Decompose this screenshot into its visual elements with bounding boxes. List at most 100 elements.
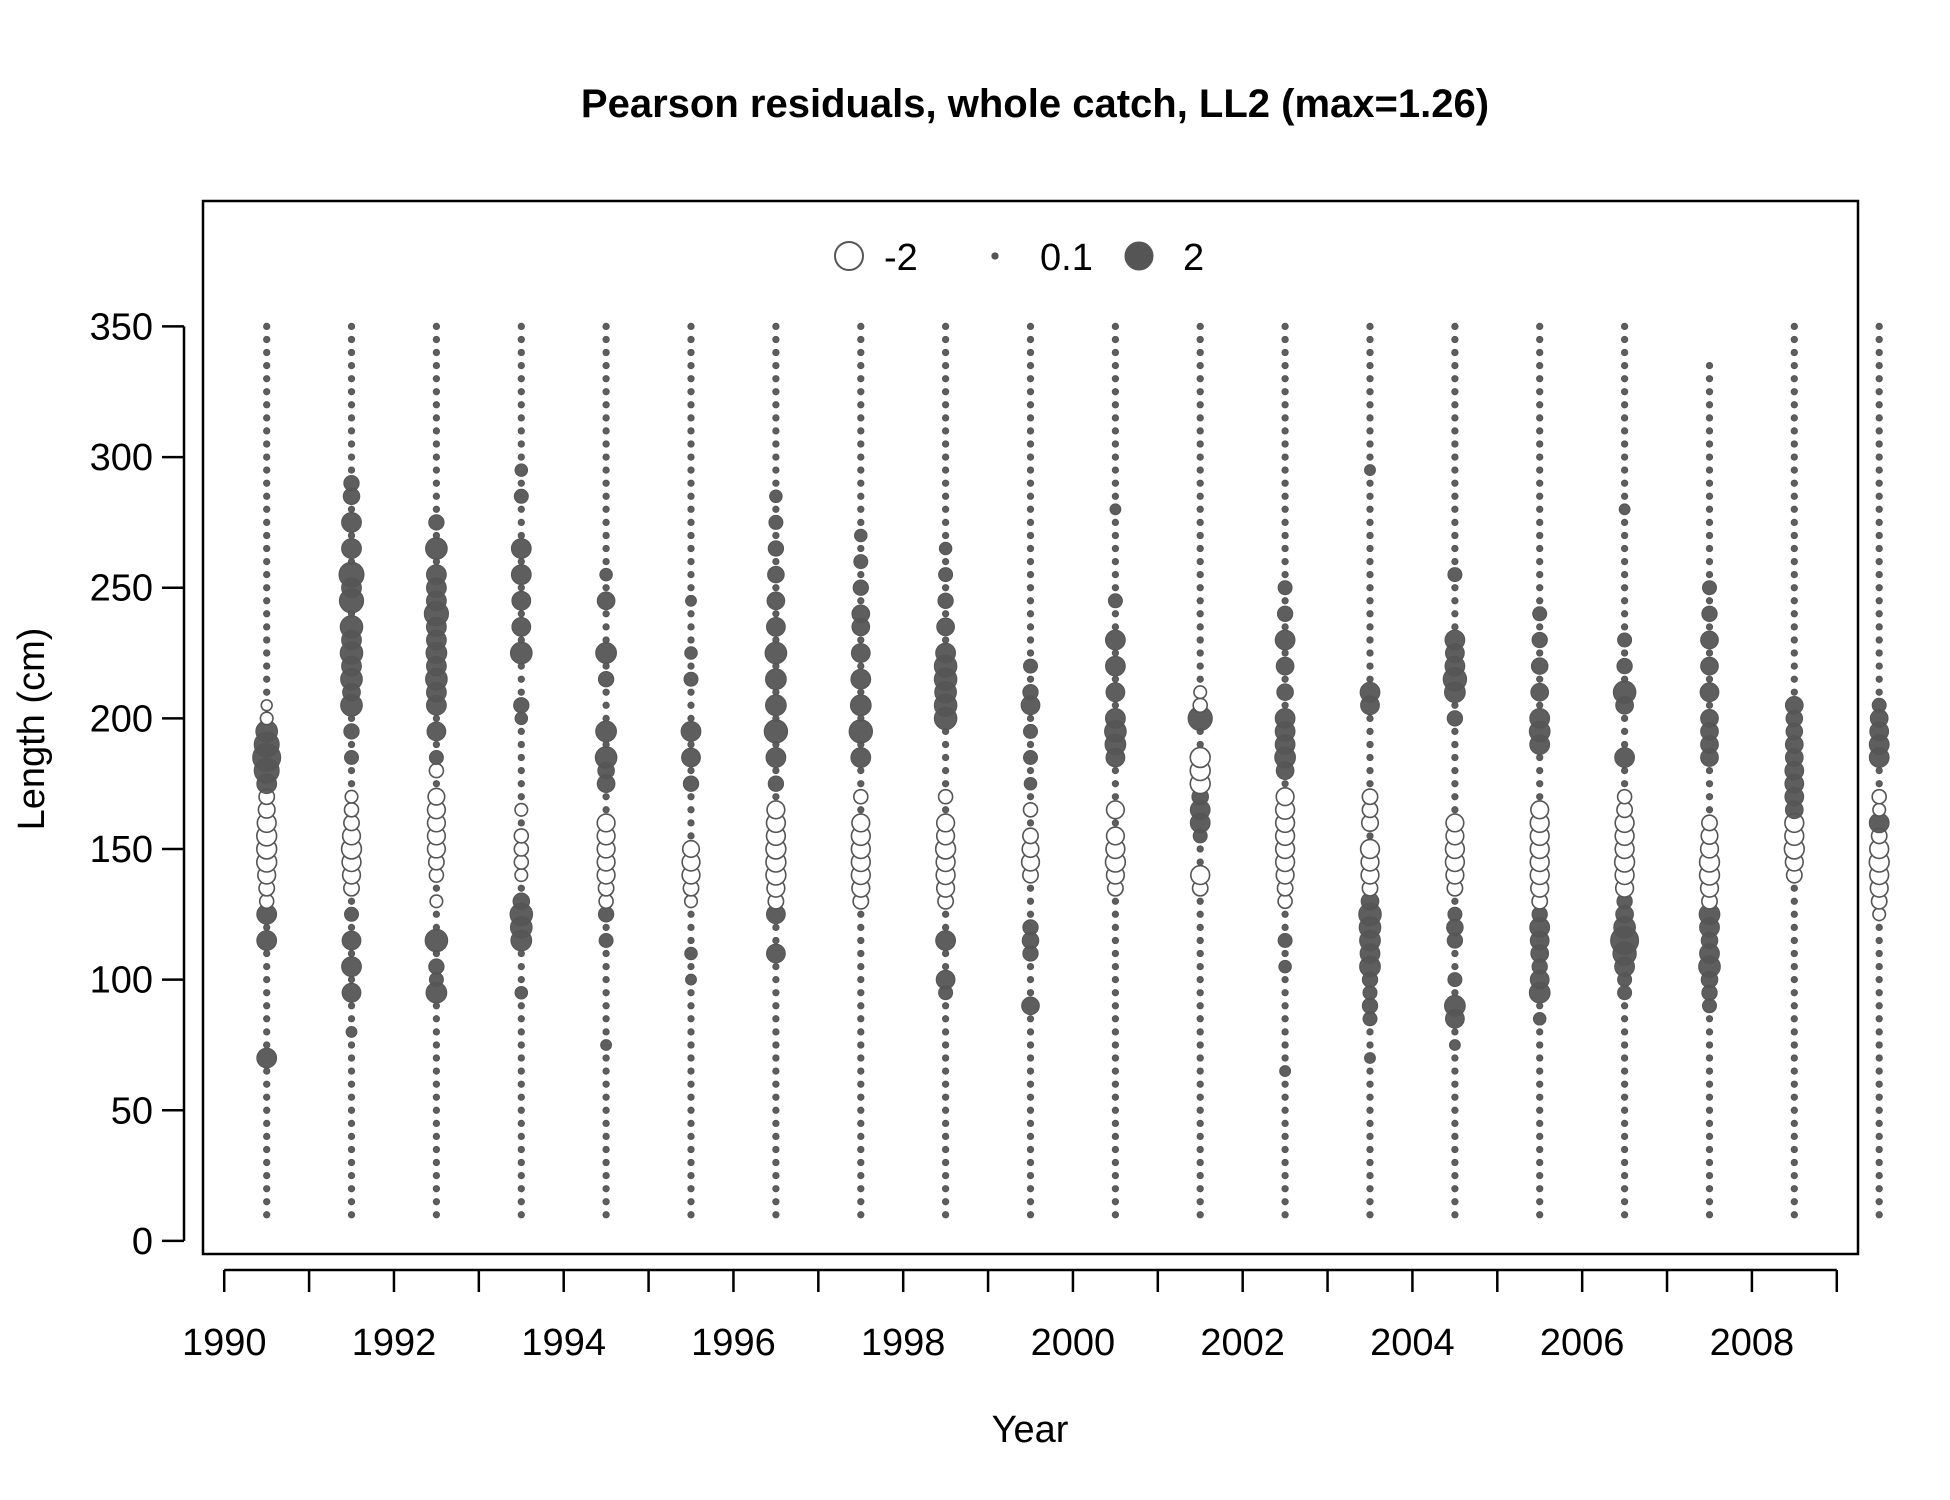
residual-bubble	[1875, 584, 1883, 592]
residual-bubble	[1196, 989, 1204, 997]
residual-bubble	[1536, 388, 1544, 396]
residual-bubble	[344, 789, 359, 804]
residual-bubble	[1026, 479, 1035, 487]
residual-bubble	[432, 388, 441, 396]
residual-bubble	[687, 466, 695, 474]
residual-bubble	[1446, 710, 1464, 727]
residual-bubble	[1790, 479, 1798, 487]
residual-bubble	[1875, 1185, 1883, 1193]
residual-bubble	[1366, 453, 1374, 461]
residual-bubble	[1536, 584, 1544, 592]
residual-bubble	[1451, 1067, 1459, 1075]
x-tick-label: 2002	[1200, 1322, 1285, 1364]
residual-bubble	[1026, 401, 1035, 409]
residual-bubble	[347, 348, 356, 357]
residual-bubble	[1620, 335, 1629, 344]
residual-bubble	[687, 570, 695, 579]
residual-bubble	[428, 958, 445, 975]
residual-bubble	[1196, 1093, 1204, 1101]
residual-bubble	[1620, 1093, 1629, 1101]
residual-bubble	[347, 1054, 356, 1062]
residual-bubble	[681, 747, 701, 768]
x-tick-label: 2000	[1031, 1322, 1116, 1364]
residual-bubble	[687, 701, 695, 709]
residual-bubble	[1281, 544, 1289, 553]
residual-bubble	[1875, 1132, 1883, 1141]
residual-bubble	[1705, 1158, 1714, 1167]
residual-bubble	[432, 427, 441, 435]
residual-bubble	[1026, 492, 1035, 500]
residual-bubble	[432, 1211, 441, 1219]
residual-bubble	[602, 975, 610, 984]
residual-bubble	[1530, 682, 1550, 702]
residual-bubble	[517, 1171, 525, 1180]
residual-bubble	[1790, 531, 1798, 540]
residual-bubble	[347, 466, 356, 474]
residual-bubble	[857, 1054, 865, 1062]
residual-bubble	[1111, 453, 1120, 461]
residual-bubble	[1536, 753, 1544, 762]
residual-bubble	[1361, 997, 1379, 1014]
residual-bubble	[857, 1145, 865, 1154]
residual-bubble	[1451, 505, 1459, 513]
residual-bubble	[1705, 1132, 1714, 1141]
residual-bubble	[512, 892, 531, 911]
residual-bubble	[1359, 681, 1381, 703]
residual-bubble	[1875, 662, 1883, 670]
residual-bubble	[1620, 388, 1629, 396]
residual-bubble	[772, 923, 780, 932]
residual-bubble	[517, 610, 525, 618]
residual-bubble	[428, 750, 444, 765]
residual-bubble	[1790, 936, 1798, 945]
residual-bubble	[1620, 1067, 1629, 1075]
residual-bubble	[772, 1171, 780, 1180]
residual-bubble	[1281, 388, 1289, 396]
residual-bubble	[602, 793, 610, 801]
residual-bubble	[432, 492, 441, 500]
residual-bubble	[1875, 1054, 1883, 1062]
residual-bubble	[1875, 479, 1883, 487]
residual-bubble	[1536, 1145, 1544, 1154]
residual-bubble	[432, 348, 441, 357]
residual-bubble	[1023, 750, 1038, 765]
residual-bubble	[347, 766, 356, 775]
residual-bubble	[857, 375, 865, 383]
residual-bubble	[517, 427, 525, 435]
residual-bubble	[1617, 985, 1633, 1001]
residual-bubble	[1620, 1145, 1629, 1154]
residual-bubble	[687, 492, 695, 500]
residual-bubble	[687, 322, 695, 331]
residual-bubble	[687, 335, 695, 344]
residual-bubble	[432, 1185, 441, 1193]
residual-bubble	[772, 610, 780, 618]
residual-bubble	[602, 401, 610, 409]
residual-bubble	[1451, 1198, 1459, 1206]
residual-bubble	[263, 388, 271, 396]
residual-bubble	[1536, 1106, 1544, 1114]
residual-bubble	[517, 1185, 525, 1193]
residual-bubble	[1111, 440, 1120, 448]
residual-bubble	[1451, 544, 1459, 553]
residual-bubble	[1536, 322, 1544, 331]
residual-bubble	[1529, 708, 1551, 729]
residual-bubble	[1111, 1185, 1120, 1193]
residual-bubble	[857, 348, 865, 357]
residual-bubble	[432, 401, 441, 409]
residual-bubble	[1620, 322, 1629, 331]
residual-bubble	[1366, 1106, 1374, 1114]
residual-bubble	[1618, 503, 1631, 516]
residual-bubble	[1705, 806, 1714, 814]
residual-bubble	[1281, 348, 1289, 357]
residual-bubble	[1451, 1158, 1459, 1167]
residual-bubble	[1026, 623, 1035, 631]
residual-bubble	[1281, 361, 1289, 370]
residual-bubble	[852, 788, 869, 805]
residual-bubble	[263, 505, 271, 513]
residual-bubble	[1620, 348, 1629, 357]
residual-bubble	[1790, 440, 1798, 448]
residual-bubble	[941, 531, 950, 540]
residual-bubble	[687, 740, 695, 749]
residual-bubble	[1790, 518, 1798, 527]
residual-bubble	[510, 564, 532, 585]
residual-bubble	[263, 466, 271, 474]
